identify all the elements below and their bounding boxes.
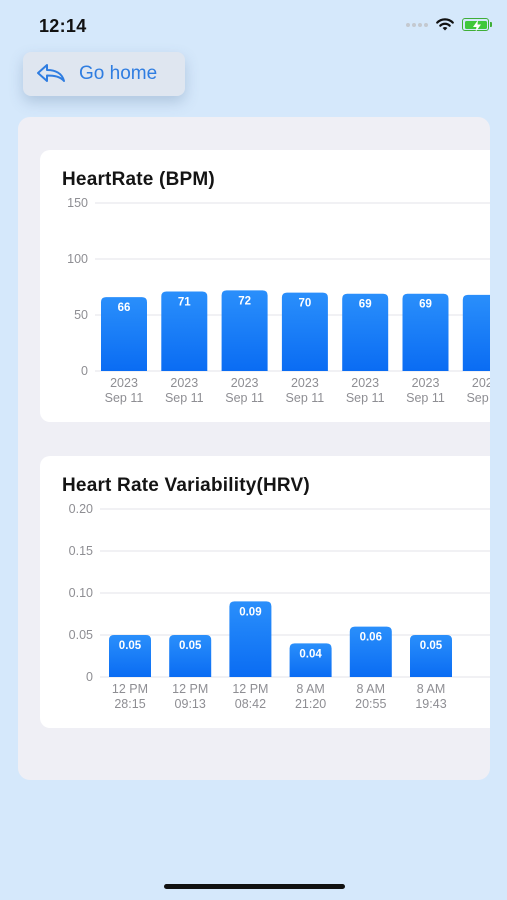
x-tick-label: 8 AM — [296, 682, 325, 696]
x-tick-label: Sep 11 — [105, 391, 144, 405]
bar-data-label: 0.04 — [299, 648, 322, 660]
y-tick-label: 50 — [74, 308, 88, 322]
x-tick-label: 12 PM — [172, 682, 208, 696]
status-bar: 12:14 — [0, 0, 507, 50]
x-tick-label: 09:13 — [175, 697, 206, 711]
bar[interactable] — [342, 293, 389, 371]
y-tick-label: 150 — [67, 196, 88, 210]
x-tick-label: Sep 11 — [346, 391, 385, 405]
x-tick-label: 12 PM — [112, 682, 148, 696]
x-tick-label: 21:20 — [295, 697, 326, 711]
x-tick-label: Sep 11 — [286, 391, 325, 405]
x-tick-label: 8 AM — [417, 682, 446, 696]
x-tick-label: Sep 11 — [466, 391, 490, 405]
x-tick-label: 28:15 — [114, 697, 145, 711]
bar-data-label: 0.05 — [420, 640, 443, 652]
go-home-button[interactable]: Go home — [23, 52, 185, 96]
bar[interactable] — [410, 635, 452, 677]
bar[interactable] — [169, 635, 212, 677]
x-tick-label: Sep 11 — [225, 391, 264, 405]
y-tick-label: 0.15 — [69, 544, 93, 558]
bar-data-label: 0.05 — [119, 640, 142, 652]
x-tick-label: 12 PM — [232, 682, 268, 696]
status-time: 12:14 — [39, 16, 87, 36]
x-tick-label: 20:55 — [355, 697, 386, 711]
y-tick-label: 0 — [81, 364, 88, 378]
bar-data-label: 70 — [299, 298, 312, 310]
heart-rate-title: HeartRate (BPM) — [62, 169, 215, 190]
x-tick-label: 2023 — [472, 376, 490, 390]
wifi-icon — [436, 18, 454, 31]
hrv-title: Heart Rate Variability(HRV) — [62, 475, 310, 496]
status-icons — [406, 17, 492, 32]
bar[interactable] — [289, 643, 332, 677]
hrv-card: Heart Rate Variability(HRV) 0 0.05 0.10 0.1… — [40, 456, 490, 728]
bar[interactable] — [101, 297, 147, 371]
heart-rate-card: HeartRate (BPM) 0 50 100 150 66 2023 Sep 11 71 2… — [40, 150, 490, 422]
battery-charging-icon — [462, 18, 492, 32]
y-tick-label: 0.10 — [69, 586, 93, 600]
y-tick-label: 100 — [67, 252, 88, 266]
bar[interactable] — [462, 294, 490, 371]
bar[interactable] — [402, 293, 449, 371]
x-tick-label: 08:42 — [235, 697, 266, 711]
bar-data-label: 0.05 — [179, 640, 202, 652]
x-tick-label: Sep 11 — [165, 391, 204, 405]
bar[interactable] — [349, 626, 392, 677]
bar[interactable] — [161, 291, 208, 371]
bar-data-label: 66 — [118, 302, 131, 314]
x-tick-label: 8 AM — [357, 682, 386, 696]
bar-data-label: 69 — [359, 299, 372, 311]
go-home-label: Go home — [79, 63, 158, 84]
y-tick-label: 0.20 — [69, 502, 93, 516]
x-tick-label: 2023 — [351, 376, 379, 390]
home-indicator — [164, 884, 345, 889]
back-arrow-icon — [37, 64, 65, 82]
x-tick-label: 2023 — [170, 376, 198, 390]
x-tick-label: 2023 — [291, 376, 319, 390]
y-tick-label: 0 — [86, 670, 93, 684]
bar-data-label: 0.06 — [360, 632, 382, 644]
bar[interactable] — [229, 601, 272, 677]
bar-data-label: 71 — [178, 296, 191, 308]
cellular-signal-icon — [406, 22, 428, 27]
x-tick-label: 2023 — [231, 376, 259, 390]
bar[interactable] — [281, 292, 328, 371]
bar-data-label: 0.09 — [239, 606, 261, 618]
bar-data-label: 72 — [238, 295, 251, 307]
x-tick-label: 2023 — [412, 376, 440, 390]
bar[interactable] — [221, 290, 268, 371]
x-tick-label: 19:43 — [415, 697, 446, 711]
x-tick-label: 2023 — [110, 376, 138, 390]
bar-data-label: 69 — [419, 299, 432, 311]
x-tick-label: Sep 11 — [406, 391, 445, 405]
bar[interactable] — [109, 635, 151, 677]
y-tick-label: 0.05 — [69, 628, 93, 642]
charts-panel[interactable]: HeartRate (BPM) 0 50 100 150 66 2023 Sep 11 71 2… — [18, 117, 490, 780]
